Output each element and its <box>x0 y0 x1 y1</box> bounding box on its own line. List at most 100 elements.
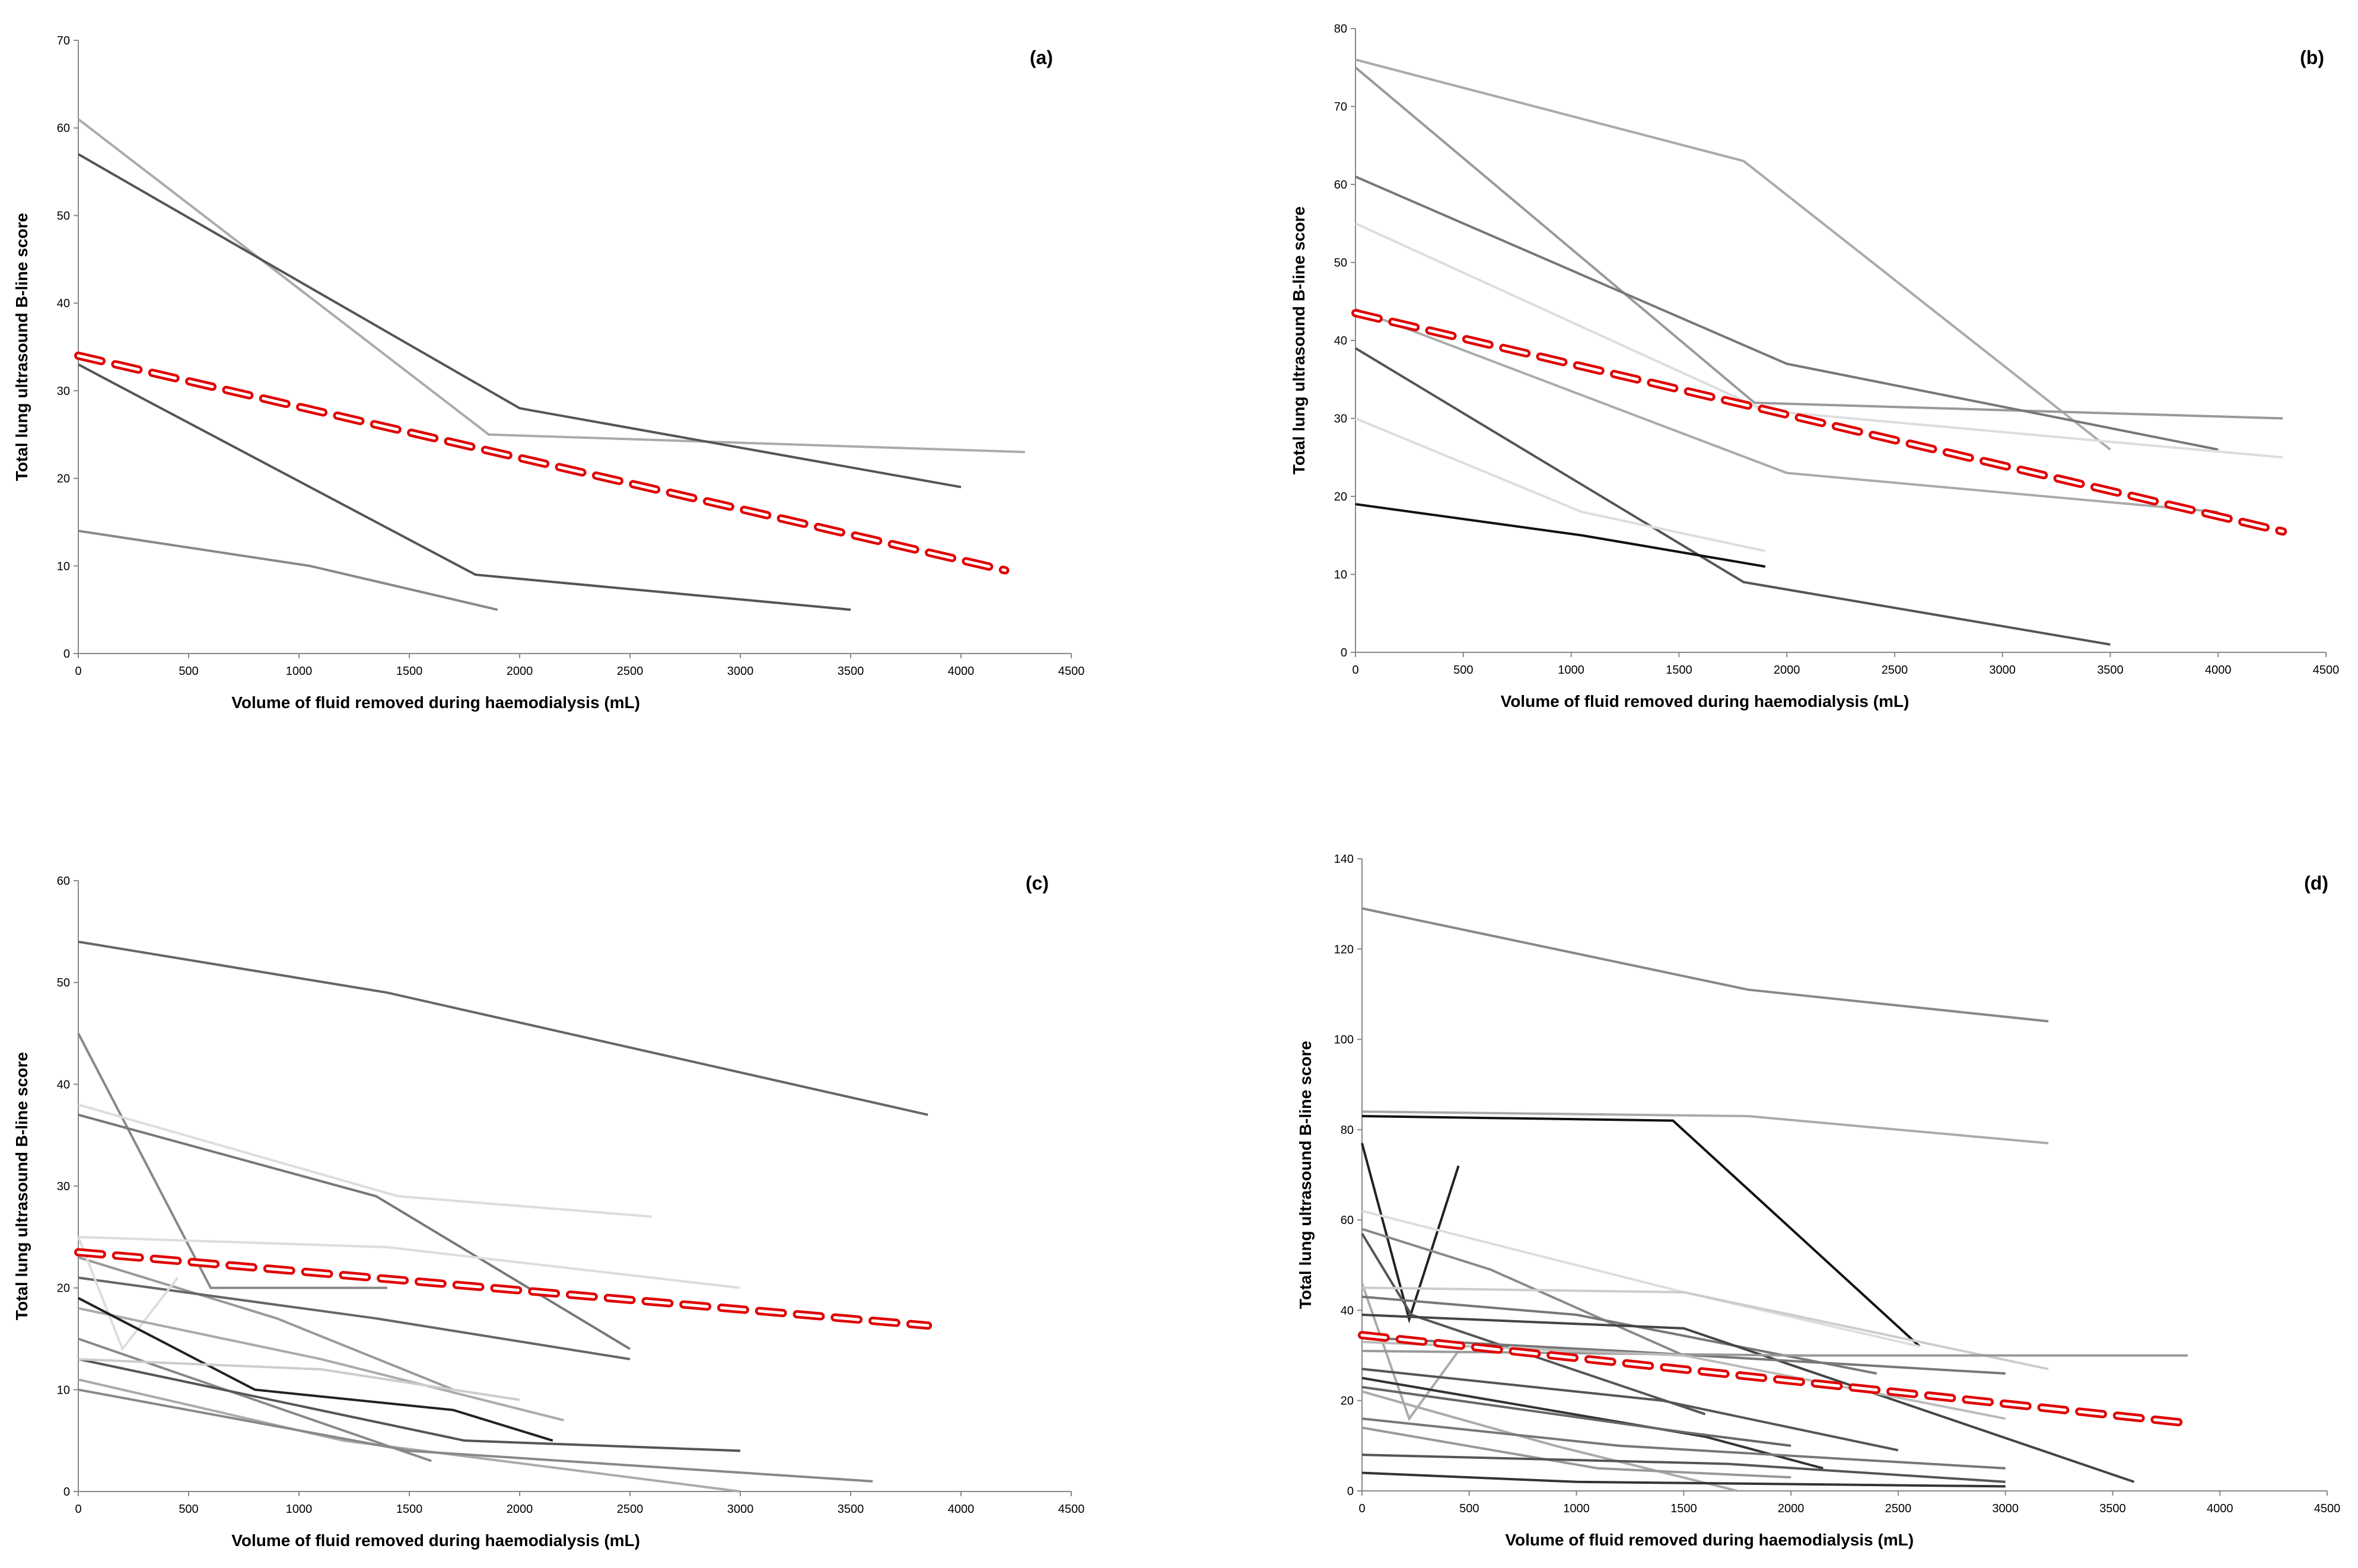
series-line-patient-17 <box>1361 1385 1791 1447</box>
y-tick-label: 30 <box>57 385 70 398</box>
x-tick-label: 2500 <box>1882 664 1908 677</box>
x-tick-label: 3000 <box>727 1503 754 1516</box>
x-tick-label: 500 <box>1459 1502 1479 1515</box>
y-tick-label: 0 <box>1341 646 1347 659</box>
series-line-patient-22 <box>1361 1471 2006 1488</box>
x-tick-label: 1000 <box>1563 1502 1590 1515</box>
y-tick-label: 10 <box>57 560 70 573</box>
panel-label: (b) <box>2300 47 2324 68</box>
series-line-patient-2 <box>1354 66 2283 420</box>
x-tick-label: 2500 <box>617 665 644 678</box>
x-tick-label: 500 <box>179 665 198 678</box>
series-line-patient-4 <box>1361 1143 1460 1324</box>
x-tick-label: 4500 <box>2314 1502 2341 1515</box>
panel-label: (d) <box>2304 872 2328 894</box>
x-tick-label: 4500 <box>1058 1503 1085 1516</box>
y-tick-label: 50 <box>57 977 70 990</box>
x-tick-label: 1000 <box>286 665 313 678</box>
series-line-patient-11 <box>78 1337 432 1462</box>
trend-line-core <box>77 1251 930 1327</box>
y-tick-label: 60 <box>1341 1214 1354 1227</box>
x-tick-label: 4000 <box>2205 664 2232 677</box>
x-tick-label: 1000 <box>286 1503 313 1516</box>
x-tick-label: 2500 <box>617 1503 644 1516</box>
x-tick-label: 0 <box>1352 664 1358 677</box>
y-tick-label: 20 <box>1341 1395 1354 1408</box>
trend-line-core <box>77 354 1007 572</box>
x-tick-label: 1500 <box>1666 664 1692 677</box>
series-line-patient-20 <box>1361 1426 1791 1479</box>
x-tick-label: 2500 <box>1885 1502 1912 1515</box>
x-tick-label: 4500 <box>2313 664 2340 677</box>
y-axis-title: Total lung ultrasound B-line score <box>1290 206 1308 474</box>
series-line-patient-3 <box>78 1103 653 1218</box>
series-line-patient-12 <box>78 1357 741 1452</box>
x-tick-label: 2000 <box>507 665 533 678</box>
x-tick-label: 500 <box>179 1503 198 1516</box>
y-tick-label: 40 <box>1341 1304 1354 1317</box>
chart-panel: 0 500 1000 1500 2000 2500 3000 3500 4000 4500 0 10 2… <box>12 872 1084 1550</box>
series-line-patient-3 <box>1355 176 2219 451</box>
y-tick-label: 70 <box>57 34 70 47</box>
series-line-patient-5 <box>1355 308 2219 514</box>
x-tick-label: 3000 <box>1989 664 2016 677</box>
y-tick-label: 10 <box>57 1384 70 1397</box>
x-tick-label: 1500 <box>396 665 423 678</box>
series-line-patient-1 <box>1355 58 2111 451</box>
y-axis-title: Total lung ultrasound B-line score <box>1296 1041 1315 1309</box>
series-line-patient-14 <box>1361 1340 2006 1420</box>
x-axis-title: Volume of fluid removed during haemodial… <box>231 1531 640 1550</box>
series-line-patient-9 <box>1361 1286 2049 1371</box>
series-line-patient-1 <box>77 118 1025 454</box>
x-tick-label: 3500 <box>2097 664 2124 677</box>
series-line-patient-6 <box>1354 347 2111 646</box>
x-tick-label: 3500 <box>2099 1502 2126 1515</box>
series-line-patient-8 <box>1355 503 1766 568</box>
series-line-patient-16 <box>1361 1376 1824 1470</box>
y-tick-label: 10 <box>1334 569 1347 582</box>
trend-line-core <box>1360 1333 2190 1425</box>
y-tick-label: 40 <box>1334 334 1347 348</box>
x-tick-label: 4000 <box>948 665 975 678</box>
trend-line-core <box>1354 311 2284 533</box>
y-tick-label: 40 <box>57 297 70 310</box>
series-line-patient-14 <box>78 1378 741 1493</box>
x-tick-label: 1500 <box>1670 1502 1697 1515</box>
panel-label: (c) <box>1026 872 1049 894</box>
series-line-patient-19 <box>1361 1417 2006 1470</box>
series-line-patient-10 <box>1361 1295 1878 1375</box>
series-line-patient-1 <box>1361 907 2049 1023</box>
y-tick-label: 30 <box>57 1180 70 1193</box>
series-line-patient-10 <box>78 1297 553 1442</box>
series-line-patient-2 <box>1361 1110 2049 1145</box>
y-tick-label: 50 <box>1334 257 1347 270</box>
y-tick-label: 60 <box>57 875 70 888</box>
x-axis-title: Volume of fluid removed during haemodial… <box>231 693 640 712</box>
series-line-patient-3 <box>1361 1115 1921 1347</box>
y-tick-label: 140 <box>1334 853 1354 866</box>
x-tick-label: 3000 <box>727 665 754 678</box>
series-line-patient-7 <box>1355 417 1766 553</box>
series-line-patient-18 <box>1361 1390 1738 1492</box>
x-tick-label: 3500 <box>838 665 864 678</box>
series-line-patient-3 <box>78 363 851 611</box>
y-tick-label: 70 <box>1334 101 1347 114</box>
series-line-patient-4 <box>78 1113 631 1350</box>
panel-label: (a) <box>1030 47 1053 68</box>
y-tick-label: 20 <box>57 473 70 486</box>
series-line-patient-15 <box>1361 1368 1899 1452</box>
y-tick-label: 0 <box>63 1486 70 1499</box>
y-tick-label: 60 <box>57 122 70 135</box>
y-axis-title: Total lung ultrasound B-line score <box>12 1052 31 1320</box>
series-line-patient-1 <box>78 941 928 1116</box>
series-line-patient-21 <box>1361 1454 2006 1483</box>
y-tick-label: 60 <box>1334 179 1347 192</box>
x-tick-label: 1500 <box>396 1503 423 1516</box>
x-tick-label: 2000 <box>1778 1502 1805 1515</box>
x-tick-label: 0 <box>1358 1502 1365 1515</box>
y-tick-label: 80 <box>1334 23 1347 36</box>
chart-panel: 0 500 1000 1500 2000 2500 3000 3500 4000 4500 0 10 2… <box>12 34 1084 712</box>
y-tick-label: 20 <box>1334 490 1347 503</box>
